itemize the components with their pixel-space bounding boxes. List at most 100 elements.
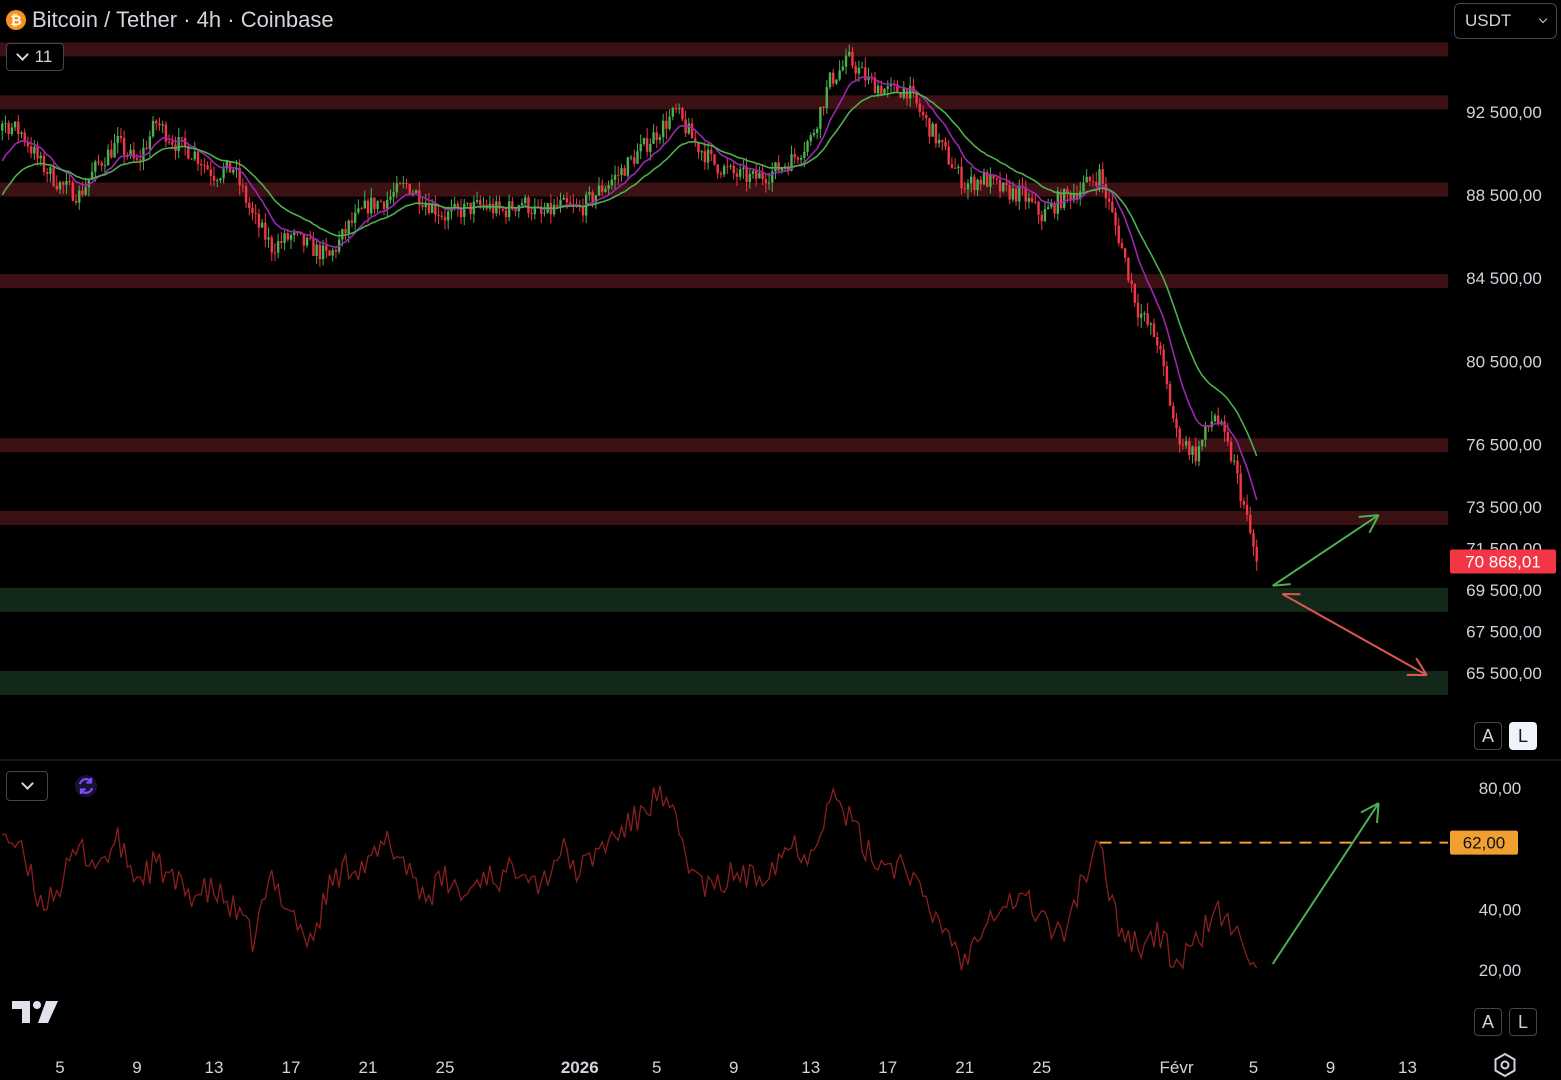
candle-body xyxy=(963,188,966,190)
currency-label: USDT xyxy=(1465,11,1512,30)
candle-body xyxy=(1200,439,1204,447)
rsi-series-line xyxy=(2,785,1258,971)
candle-body xyxy=(94,161,97,172)
candle-body xyxy=(1034,201,1037,203)
candle-body xyxy=(1252,532,1255,547)
candle-body xyxy=(610,179,614,186)
candle-body xyxy=(331,250,334,256)
settings-gear-icon[interactable] xyxy=(1492,1052,1518,1078)
candle-body xyxy=(219,178,222,181)
bearish-projection-arrow-head xyxy=(1415,657,1428,676)
candle-body xyxy=(267,237,270,240)
candle-body xyxy=(658,137,662,140)
candle-body xyxy=(1236,460,1239,474)
candle-body xyxy=(167,141,171,143)
candle-body xyxy=(527,197,530,214)
candle-body xyxy=(222,168,225,179)
indicators-toggle-button[interactable]: 11 xyxy=(6,43,64,71)
candle-body xyxy=(251,208,254,213)
price-axis-tick-label: 88 500,00 xyxy=(1466,186,1542,205)
candle-body xyxy=(280,241,283,243)
candle-body xyxy=(565,197,569,203)
candle-body xyxy=(58,182,62,190)
candle-body xyxy=(1146,313,1149,325)
price-candles xyxy=(1,44,1258,571)
candle-body xyxy=(353,212,357,223)
candle-body xyxy=(264,222,267,240)
tradingview-logo-icon[interactable] xyxy=(10,998,60,1026)
candle-body xyxy=(418,190,421,206)
time-axis-tick-label: 5 xyxy=(652,1058,661,1077)
candle-body xyxy=(678,108,681,110)
candle-body xyxy=(1245,504,1249,515)
candle-body xyxy=(389,196,392,200)
time-axis-tick-label: 21 xyxy=(955,1058,974,1077)
candle-body xyxy=(475,200,479,202)
candle-body xyxy=(639,144,642,152)
candle-body xyxy=(998,179,1002,192)
candle-body xyxy=(119,136,123,139)
candle-body xyxy=(1156,336,1159,346)
candle-body xyxy=(597,185,601,196)
rsi-collapse-button[interactable] xyxy=(6,771,48,801)
candle-body xyxy=(52,167,55,186)
candle-body xyxy=(1069,193,1072,201)
candle-body xyxy=(408,183,411,195)
currency-select[interactable]: USDT xyxy=(1454,3,1557,39)
candle-body xyxy=(434,203,437,215)
candle-body xyxy=(880,85,883,95)
time-axis-tick-label: 13 xyxy=(1398,1058,1417,1077)
candle-body xyxy=(1127,257,1130,281)
candle-body xyxy=(722,166,726,175)
candle-body xyxy=(1184,441,1188,446)
candle-body xyxy=(225,160,229,169)
candle-body xyxy=(844,55,848,67)
symbol-header[interactable]: ₿ Bitcoin / Tether · 4h · Coinbase xyxy=(6,6,334,34)
candle-body xyxy=(87,179,91,188)
candle-body xyxy=(177,137,180,152)
candle-body xyxy=(758,172,761,179)
candle-body xyxy=(244,186,248,203)
candle-body xyxy=(995,178,999,180)
candle-body xyxy=(206,165,209,170)
candle-body xyxy=(520,203,524,206)
time-axis-tick-label: 13 xyxy=(205,1058,224,1077)
candle-body xyxy=(421,205,424,208)
candle-body xyxy=(440,215,443,217)
time-axis-tick-label: 2026 xyxy=(561,1058,599,1077)
price-log-scale-button[interactable]: L xyxy=(1509,722,1537,750)
candle-body xyxy=(1149,323,1153,325)
candle-body xyxy=(386,199,389,209)
rsi-projection-arrow xyxy=(1271,802,1380,965)
rsi-auto-scale-button[interactable]: A xyxy=(1474,1008,1502,1036)
symbol-title: Bitcoin / Tether · 4h · Coinbase xyxy=(32,7,334,32)
candle-body xyxy=(1040,214,1043,222)
candle-body xyxy=(97,161,100,163)
rsi-log-scale-button[interactable]: L xyxy=(1509,1008,1537,1036)
candle-body xyxy=(697,142,700,153)
support-zone xyxy=(0,670,1448,695)
candle-body xyxy=(761,172,764,180)
candle-body xyxy=(1030,197,1034,202)
candle-body xyxy=(463,203,466,217)
candle-body xyxy=(1014,188,1018,202)
candle-body xyxy=(10,127,14,135)
candle-body xyxy=(1101,169,1104,185)
candle-body xyxy=(1210,421,1213,428)
candle-body xyxy=(562,197,565,200)
candle-body xyxy=(857,67,861,74)
candle-body xyxy=(755,171,758,179)
candle-body xyxy=(1043,209,1047,222)
candle-body xyxy=(953,167,957,169)
candle-body xyxy=(694,138,697,143)
price-auto-scale-button[interactable]: A xyxy=(1474,722,1502,750)
candle-body xyxy=(1053,203,1056,214)
price-axis-tick-label: 67 500,00 xyxy=(1466,622,1542,641)
candle-body xyxy=(241,185,245,187)
sync-icon[interactable] xyxy=(74,774,98,798)
candle-body xyxy=(212,175,216,181)
candle-body xyxy=(703,151,707,163)
time-axis-tick-label: 9 xyxy=(1326,1058,1335,1077)
candle-body xyxy=(1098,169,1101,186)
